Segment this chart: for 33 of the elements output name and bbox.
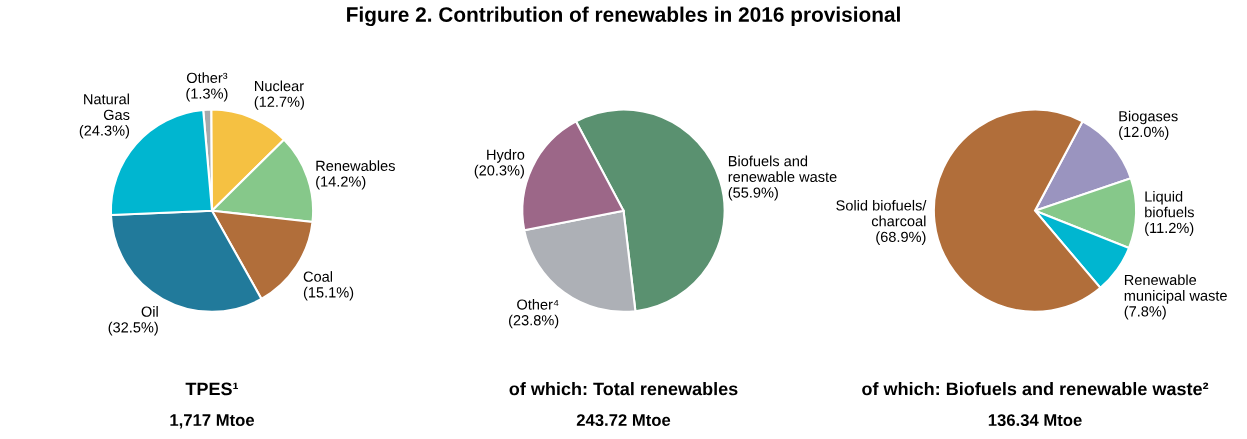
data-label: (15.1%) (303, 286, 354, 301)
data-label: (24.3%) (79, 125, 130, 139)
data-label: (12.7%) (254, 96, 304, 110)
data-label: (12.0%) (1119, 126, 1169, 140)
text: 1,717 Mtoe (170, 414, 255, 429)
slice-label: Other⁴ (517, 299, 559, 310)
data-label: (20.3%) (474, 164, 524, 179)
text: 243.72 Mtoe (576, 414, 671, 427)
chart-title: Figure 2. Contribution of renewables in 2016 provisional (347, 6, 900, 27)
slice-label: Natural Gas (84, 93, 130, 121)
slice-label: Renewables (316, 160, 395, 172)
slice-label: Oil (141, 306, 158, 317)
text: of which: Total renewables (509, 382, 738, 396)
text: 136.34 Mtoe (988, 414, 1082, 427)
slice-label: Liquid biofuels (1145, 190, 1194, 218)
data-label: (14.2%) (316, 176, 366, 190)
data-label: (55.9%) (728, 187, 778, 201)
slice-label: Nuclear (255, 80, 304, 92)
text: of which: Biofuels and renewable waste² (862, 382, 1209, 396)
data-label: (23.8%) (509, 314, 559, 329)
slice-label: Other³ (186, 72, 228, 84)
text: TPES¹ (185, 382, 239, 396)
slice-label: Solid biofuels/ charcoal (836, 199, 927, 227)
data-label: (68.9%) (876, 231, 926, 245)
data-label: (1.3%) (186, 88, 228, 102)
data-label: (11.2%) (1145, 222, 1194, 236)
data-label: (32.5%) (108, 321, 158, 336)
slice-label: Coal (303, 271, 333, 282)
slice-label: Renewable municipal waste (1124, 274, 1227, 304)
data-label: (7.8%) (1124, 305, 1166, 320)
slice-label: Biogases (1119, 110, 1178, 125)
slice-label: Biofuels and renewable waste (728, 155, 837, 182)
slice-label: Hydro (487, 149, 525, 163)
